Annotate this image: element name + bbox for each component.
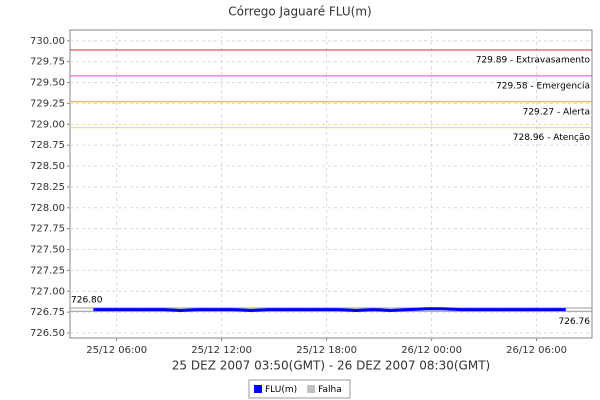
x-tick-label: 25/12 18:00 <box>296 345 357 356</box>
range-marker-label: 726.80 <box>71 295 103 305</box>
threshold-label: 729.89 - Extravasamento <box>476 56 591 66</box>
y-tick-label: 728.00 <box>30 203 65 214</box>
legend-swatch <box>307 385 316 393</box>
legend-label: FLU(m) <box>265 385 297 395</box>
chart-title: Córrego Jaguaré FLU(m) <box>228 5 371 19</box>
y-tick-label: 729.25 <box>30 98 65 109</box>
x-tick-label: 26/12 00:00 <box>401 345 462 356</box>
legend <box>248 379 351 399</box>
y-tick-label: 726.75 <box>30 307 65 318</box>
x-axis-label: 25 DEZ 2007 03:50(GMT) - 26 DEZ 2007 08:… <box>172 359 490 373</box>
x-tick-label: 25/12 12:00 <box>191 345 252 356</box>
legend-label: Falha <box>318 385 342 395</box>
y-tick-label: 728.25 <box>30 182 65 193</box>
y-tick-label: 729.00 <box>30 119 65 130</box>
plot-area <box>69 29 593 339</box>
y-tick-label: 728.50 <box>30 161 65 172</box>
range-marker-label: 726.76 <box>559 317 591 327</box>
y-tick-label: 727.25 <box>30 265 65 276</box>
y-tick-label: 727.75 <box>30 224 65 235</box>
y-tick-label: 727.50 <box>30 245 65 256</box>
threshold-label: 729.27 - Alerta <box>523 107 590 117</box>
threshold-label: 729.58 - Emergencia <box>496 81 590 91</box>
data-line <box>93 307 566 313</box>
x-tick-label: 26/12 06:00 <box>506 345 567 356</box>
y-tick-label: 726.50 <box>30 328 65 339</box>
legend-swatch <box>254 385 262 393</box>
y-tick-label: 727.00 <box>30 286 65 297</box>
y-tick-label: 728.75 <box>30 140 65 151</box>
x-tick-label: 25/12 06:00 <box>86 345 147 356</box>
threshold-label: 728.96 - Atenção <box>513 133 591 143</box>
y-tick-label: 729.50 <box>30 78 65 89</box>
y-tick-label: 729.75 <box>30 57 65 68</box>
y-tick-label: 730.00 <box>30 36 65 47</box>
